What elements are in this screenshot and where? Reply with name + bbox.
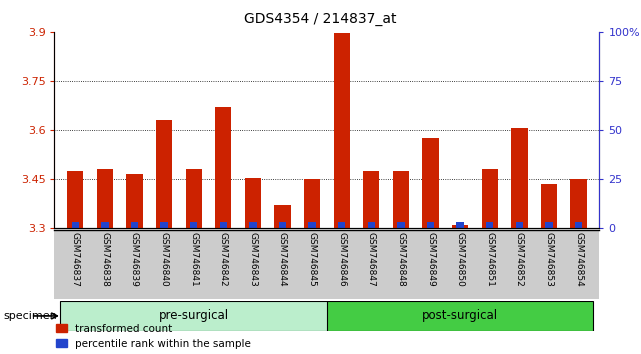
- Bar: [575, 222, 582, 228]
- Text: GSM746851: GSM746851: [485, 232, 494, 287]
- Bar: [545, 222, 553, 228]
- Bar: [245, 178, 261, 228]
- Bar: [486, 222, 494, 228]
- Text: GSM746852: GSM746852: [515, 232, 524, 287]
- Text: GSM746847: GSM746847: [367, 232, 376, 287]
- Text: GSM746837: GSM746837: [71, 232, 79, 287]
- Text: GSM746846: GSM746846: [337, 232, 346, 287]
- Bar: [215, 107, 231, 228]
- Text: GSM746840: GSM746840: [160, 232, 169, 287]
- Text: GSM746842: GSM746842: [219, 232, 228, 287]
- Text: GSM746841: GSM746841: [189, 232, 198, 287]
- Bar: [327, 301, 594, 331]
- Bar: [72, 222, 79, 228]
- Text: pre-surgical: pre-surgical: [158, 309, 229, 322]
- Bar: [279, 222, 286, 228]
- Bar: [422, 138, 438, 228]
- Text: GSM746853: GSM746853: [544, 232, 553, 287]
- Text: GSM746838: GSM746838: [101, 232, 110, 287]
- Bar: [101, 222, 108, 228]
- Text: GSM746848: GSM746848: [396, 232, 406, 287]
- Bar: [131, 222, 138, 228]
- Bar: [541, 184, 557, 228]
- Bar: [452, 225, 469, 228]
- Bar: [393, 171, 409, 228]
- Text: specimen: specimen: [3, 311, 57, 321]
- Bar: [97, 169, 113, 228]
- Bar: [512, 129, 528, 228]
- Bar: [308, 222, 316, 228]
- Bar: [333, 34, 350, 228]
- Bar: [481, 169, 498, 228]
- Bar: [304, 179, 320, 228]
- Legend: transformed count, percentile rank within the sample: transformed count, percentile rank withi…: [56, 324, 251, 349]
- Bar: [185, 169, 202, 228]
- Text: GSM746850: GSM746850: [456, 232, 465, 287]
- Text: GSM746854: GSM746854: [574, 232, 583, 287]
- Bar: [515, 222, 523, 228]
- Bar: [427, 222, 434, 228]
- Bar: [363, 171, 379, 228]
- Bar: [368, 222, 375, 228]
- Bar: [274, 205, 290, 228]
- Bar: [456, 222, 464, 228]
- Bar: [338, 222, 345, 228]
- Bar: [397, 222, 404, 228]
- Bar: [156, 120, 172, 228]
- Bar: [190, 222, 197, 228]
- Text: GSM746845: GSM746845: [308, 232, 317, 287]
- Bar: [126, 174, 142, 228]
- Bar: [249, 222, 256, 228]
- Text: post-surgical: post-surgical: [422, 309, 498, 322]
- Bar: [570, 179, 587, 228]
- Bar: [220, 222, 227, 228]
- Bar: [67, 171, 83, 228]
- Text: GSM746844: GSM746844: [278, 232, 287, 287]
- Text: GSM746843: GSM746843: [248, 232, 258, 287]
- Text: GSM746849: GSM746849: [426, 232, 435, 287]
- Bar: [160, 222, 168, 228]
- Text: GDS4354 / 214837_at: GDS4354 / 214837_at: [244, 12, 397, 27]
- Bar: [60, 301, 327, 331]
- Text: GSM746839: GSM746839: [130, 232, 139, 287]
